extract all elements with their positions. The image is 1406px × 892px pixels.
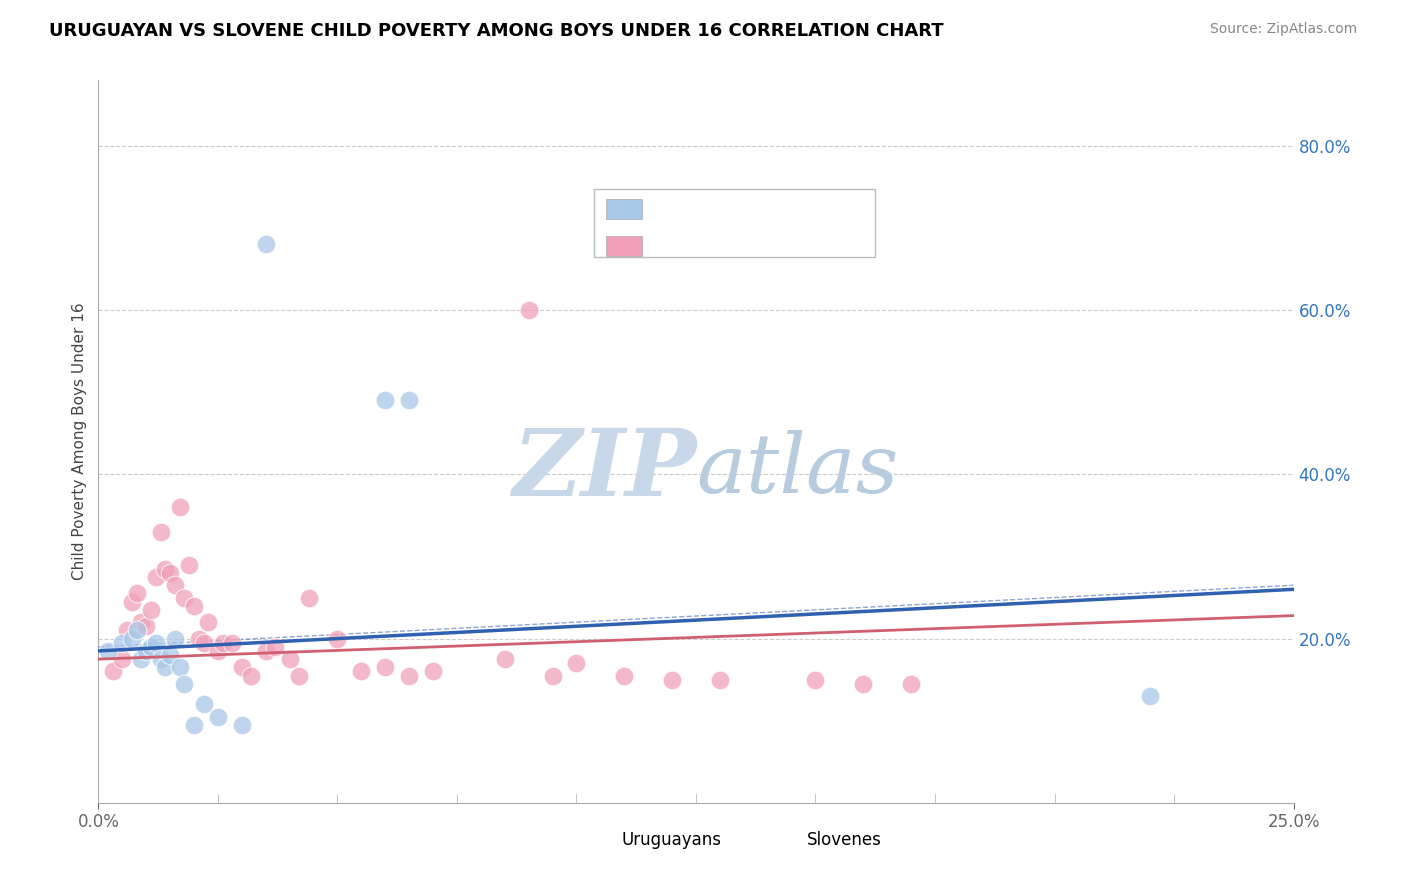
- Point: [517, 303, 540, 318]
- Point: [661, 673, 683, 687]
- Point: [211, 636, 233, 650]
- Point: [398, 393, 420, 408]
- Text: ZIP: ZIP: [512, 425, 696, 516]
- Point: [145, 636, 167, 650]
- Point: [139, 603, 162, 617]
- Point: [852, 677, 875, 691]
- Point: [97, 644, 120, 658]
- Point: [163, 578, 186, 592]
- FancyBboxPatch shape: [606, 235, 643, 256]
- Point: [221, 636, 243, 650]
- Text: 0.085: 0.085: [696, 236, 754, 255]
- Point: [163, 632, 186, 646]
- Point: [900, 677, 922, 691]
- Point: [231, 718, 253, 732]
- Y-axis label: Child Poverty Among Boys Under 16: Child Poverty Among Boys Under 16: [72, 302, 87, 581]
- Point: [131, 615, 153, 630]
- Point: [254, 237, 277, 252]
- Point: [121, 594, 143, 608]
- Point: [193, 698, 215, 712]
- Point: [804, 673, 827, 687]
- Text: 0.067: 0.067: [696, 200, 752, 218]
- Point: [187, 632, 209, 646]
- Point: [613, 668, 636, 682]
- Point: [169, 660, 191, 674]
- Point: [145, 570, 167, 584]
- Point: [149, 652, 172, 666]
- Point: [183, 718, 205, 732]
- Point: [422, 665, 444, 679]
- Text: R =: R =: [654, 236, 690, 255]
- Point: [179, 558, 201, 572]
- Point: [1139, 689, 1161, 703]
- FancyBboxPatch shape: [595, 189, 875, 257]
- Point: [135, 644, 157, 658]
- Text: URUGUAYAN VS SLOVENE CHILD POVERTY AMONG BOYS UNDER 16 CORRELATION CHART: URUGUAYAN VS SLOVENE CHILD POVERTY AMONG…: [49, 22, 943, 40]
- FancyBboxPatch shape: [606, 199, 643, 219]
- Text: N =: N =: [768, 200, 815, 218]
- Point: [125, 586, 148, 600]
- Point: [125, 624, 148, 638]
- Point: [159, 566, 181, 580]
- FancyBboxPatch shape: [762, 826, 797, 854]
- Point: [231, 660, 253, 674]
- Point: [101, 665, 124, 679]
- Point: [374, 393, 396, 408]
- Text: 45: 45: [827, 236, 852, 255]
- Point: [254, 644, 277, 658]
- Point: [350, 665, 373, 679]
- Point: [207, 644, 229, 658]
- Point: [183, 599, 205, 613]
- Text: R =: R =: [654, 200, 690, 218]
- Point: [494, 652, 516, 666]
- Point: [278, 652, 301, 666]
- Text: Source: ZipAtlas.com: Source: ZipAtlas.com: [1209, 22, 1357, 37]
- Text: Uruguayans: Uruguayans: [621, 830, 721, 848]
- Point: [541, 668, 564, 682]
- Point: [155, 562, 177, 576]
- Point: [240, 668, 263, 682]
- Point: [111, 636, 134, 650]
- Point: [326, 632, 349, 646]
- Point: [398, 668, 420, 682]
- Point: [374, 660, 396, 674]
- Point: [565, 657, 588, 671]
- Point: [135, 619, 157, 633]
- Point: [169, 500, 191, 515]
- Point: [139, 640, 162, 654]
- Point: [131, 652, 153, 666]
- Point: [155, 660, 177, 674]
- Point: [121, 632, 143, 646]
- Text: Slovenes: Slovenes: [807, 830, 882, 848]
- Text: 22: 22: [827, 200, 852, 218]
- Point: [149, 524, 172, 539]
- Point: [207, 709, 229, 723]
- Point: [298, 591, 321, 605]
- Point: [264, 640, 287, 654]
- Point: [193, 636, 215, 650]
- Point: [709, 673, 731, 687]
- FancyBboxPatch shape: [576, 826, 613, 854]
- Point: [159, 648, 181, 662]
- Point: [288, 668, 311, 682]
- Text: atlas: atlas: [696, 431, 898, 510]
- Point: [173, 677, 195, 691]
- Point: [197, 615, 219, 630]
- Text: N =: N =: [768, 236, 815, 255]
- Point: [111, 652, 134, 666]
- Point: [115, 624, 138, 638]
- Point: [173, 591, 195, 605]
